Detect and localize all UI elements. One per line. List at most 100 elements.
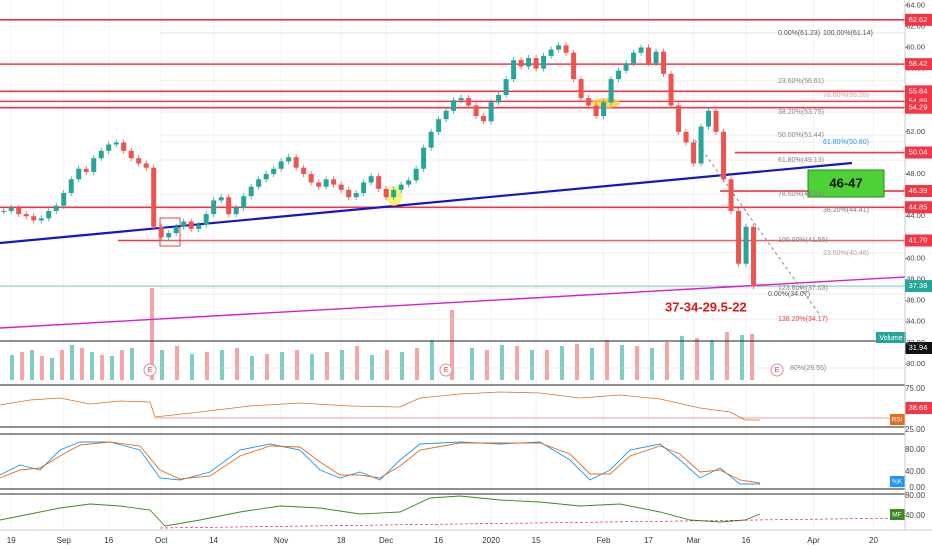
fib-label: 0.00%(34.07) bbox=[768, 291, 810, 298]
mf-line bbox=[0, 495, 761, 527]
level-label: 46.39 bbox=[909, 186, 928, 195]
candle bbox=[218, 197, 224, 201]
fib-label: 78.60%(55.35) bbox=[823, 92, 869, 99]
y-tick-label: 44.00 bbox=[906, 211, 925, 220]
y-tick-label: 62.00 bbox=[906, 21, 925, 30]
y-tick-label: 64.00 bbox=[906, 0, 925, 9]
candle bbox=[451, 100, 457, 111]
candle bbox=[316, 182, 322, 187]
volume-value: 31.94 bbox=[909, 343, 928, 352]
y-tick-label: 48.00 bbox=[906, 169, 925, 178]
candle bbox=[181, 221, 187, 227]
candle bbox=[713, 110, 719, 132]
last-price-badge bbox=[905, 280, 932, 293]
level-label: 41.70 bbox=[909, 235, 928, 244]
candle bbox=[428, 131, 434, 148]
stoch-tick: 0.00 bbox=[909, 483, 925, 492]
candle bbox=[653, 51, 659, 64]
candle bbox=[458, 98, 464, 101]
volume-bars bbox=[20, 288, 754, 380]
level-badge bbox=[905, 58, 932, 71]
candle bbox=[548, 49, 554, 56]
candle bbox=[676, 105, 682, 132]
candle bbox=[151, 167, 157, 227]
volume-label: Volume bbox=[879, 335, 902, 342]
candle bbox=[398, 184, 404, 190]
fib-label: 61.80%(49.13) bbox=[778, 157, 824, 164]
rsi-name: RSI bbox=[892, 417, 903, 424]
x-tick-label: 20 bbox=[869, 536, 878, 545]
mf-tick: 40.00 bbox=[905, 511, 926, 520]
candle bbox=[128, 150, 134, 159]
level-label: 44.85 bbox=[909, 202, 928, 211]
candle bbox=[743, 226, 749, 264]
candle bbox=[406, 180, 412, 185]
candle bbox=[256, 179, 262, 187]
annotation: 37-34-29.5-22 bbox=[665, 299, 747, 314]
candle bbox=[46, 210, 52, 219]
candle bbox=[473, 105, 479, 117]
fib-label: 100.00%(41.55) bbox=[778, 237, 828, 244]
candle bbox=[631, 52, 637, 64]
fib-label: 61.80%(50.80) bbox=[823, 139, 869, 146]
candle bbox=[308, 174, 314, 183]
level-badge bbox=[905, 201, 932, 214]
fib-label: 0.00%(61.23) bbox=[778, 30, 820, 37]
candle bbox=[203, 214, 209, 225]
badge bbox=[890, 414, 905, 425]
candle bbox=[338, 184, 344, 190]
fib-label: 38.20%(53.75) bbox=[778, 109, 824, 116]
candle bbox=[233, 207, 239, 215]
candle bbox=[173, 226, 179, 234]
badge bbox=[890, 476, 905, 487]
badge bbox=[890, 509, 905, 520]
candle bbox=[106, 144, 112, 151]
mf-trend bbox=[159, 517, 906, 529]
x-tick-label: 17 bbox=[644, 536, 653, 545]
candle bbox=[496, 94, 502, 103]
level-label: 55.84 bbox=[909, 86, 928, 95]
candle bbox=[376, 176, 382, 189]
candle bbox=[706, 110, 712, 127]
level-label: 58.42 bbox=[909, 59, 928, 68]
x-tick-label: Oct bbox=[155, 536, 168, 545]
level-label: 50.04 bbox=[909, 148, 928, 157]
candle bbox=[53, 205, 59, 211]
x-tick-label: Mar bbox=[687, 536, 701, 545]
candle bbox=[323, 179, 329, 187]
y-tick-label: 40.00 bbox=[906, 253, 925, 262]
fib-label: 50.00%(51.44) bbox=[778, 132, 824, 139]
rsi-tick: 75.00 bbox=[905, 384, 926, 393]
candle bbox=[668, 73, 674, 106]
level-label: 54.89 bbox=[909, 96, 928, 105]
candle bbox=[623, 63, 629, 71]
trend-line bbox=[0, 161, 853, 245]
x-tick-label: 16 bbox=[104, 536, 113, 545]
candle bbox=[563, 45, 569, 53]
earnings-label: E bbox=[775, 367, 780, 374]
level-badge bbox=[905, 85, 932, 98]
earnings-marker bbox=[770, 363, 784, 377]
last-price-label: 37.38 bbox=[909, 281, 928, 290]
candle bbox=[158, 226, 164, 238]
x-tick-label: Sep bbox=[57, 536, 72, 545]
earnings-label: E bbox=[444, 367, 449, 374]
candle bbox=[301, 167, 307, 175]
candle bbox=[518, 60, 524, 67]
candle bbox=[443, 110, 449, 120]
candle bbox=[241, 196, 247, 208]
y-tick-label: 52.00 bbox=[906, 127, 925, 136]
stoch-tick: 80.00 bbox=[905, 445, 926, 454]
candle bbox=[436, 119, 442, 132]
mf-name: MF bbox=[892, 512, 901, 519]
level-label: 54.29 bbox=[909, 103, 928, 112]
candle bbox=[271, 168, 277, 175]
candle bbox=[263, 174, 269, 180]
candle bbox=[76, 168, 82, 180]
candle bbox=[8, 207, 14, 211]
candle bbox=[683, 131, 689, 143]
candle bbox=[728, 179, 734, 211]
fib-label: 23.60%(40.46) bbox=[823, 250, 869, 257]
level-badge bbox=[905, 146, 932, 159]
